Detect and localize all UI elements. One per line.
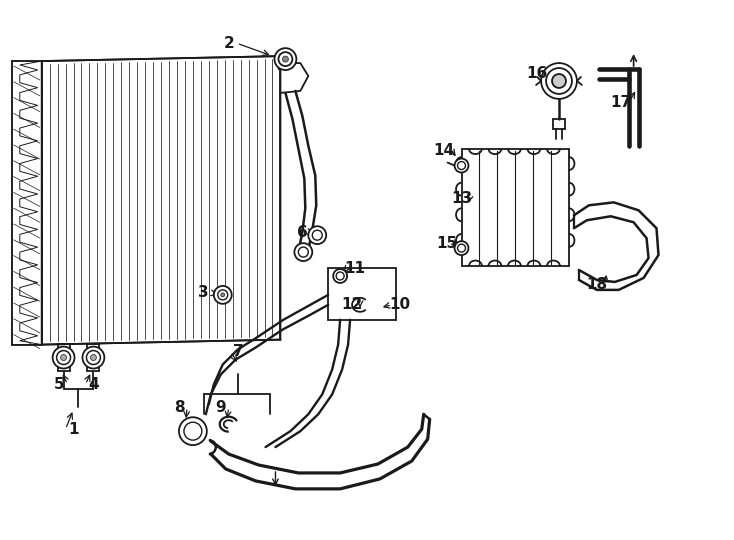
Circle shape [221,293,225,297]
Text: 16: 16 [526,65,548,80]
Circle shape [218,290,228,300]
Text: 15: 15 [436,235,457,251]
Text: 7: 7 [233,344,244,359]
Circle shape [61,355,67,361]
Circle shape [278,52,292,66]
Polygon shape [462,148,569,266]
Text: 11: 11 [344,260,366,275]
Circle shape [184,422,202,440]
Polygon shape [42,56,280,345]
Circle shape [552,74,566,88]
Circle shape [53,347,75,368]
Circle shape [457,244,465,252]
Circle shape [82,347,104,368]
Text: 18: 18 [586,278,607,293]
Circle shape [308,226,326,244]
Circle shape [541,63,577,99]
Circle shape [87,350,101,365]
Text: 9: 9 [216,400,226,415]
Circle shape [298,247,308,257]
Text: 6: 6 [297,225,308,240]
Circle shape [90,355,96,361]
Text: 17: 17 [610,96,631,110]
Circle shape [179,417,207,445]
Circle shape [333,269,347,283]
Circle shape [312,230,322,240]
Polygon shape [12,61,42,345]
Text: 3: 3 [197,285,208,300]
Text: 8: 8 [174,400,184,415]
Text: 1: 1 [68,422,79,437]
Text: 5: 5 [54,377,65,392]
Bar [328,268,396,320]
Text: 2: 2 [223,36,234,51]
Circle shape [283,56,288,62]
Circle shape [454,241,468,255]
Circle shape [336,272,344,280]
Text: 13: 13 [451,191,472,206]
Text: 10: 10 [389,298,410,312]
Circle shape [546,68,572,94]
Circle shape [57,350,70,365]
Text: 14: 14 [433,143,454,158]
Text: 4: 4 [88,377,99,392]
Circle shape [275,48,297,70]
Circle shape [454,159,468,172]
Circle shape [214,286,232,304]
Circle shape [457,161,465,170]
Text: 12: 12 [341,298,363,312]
Circle shape [294,243,312,261]
